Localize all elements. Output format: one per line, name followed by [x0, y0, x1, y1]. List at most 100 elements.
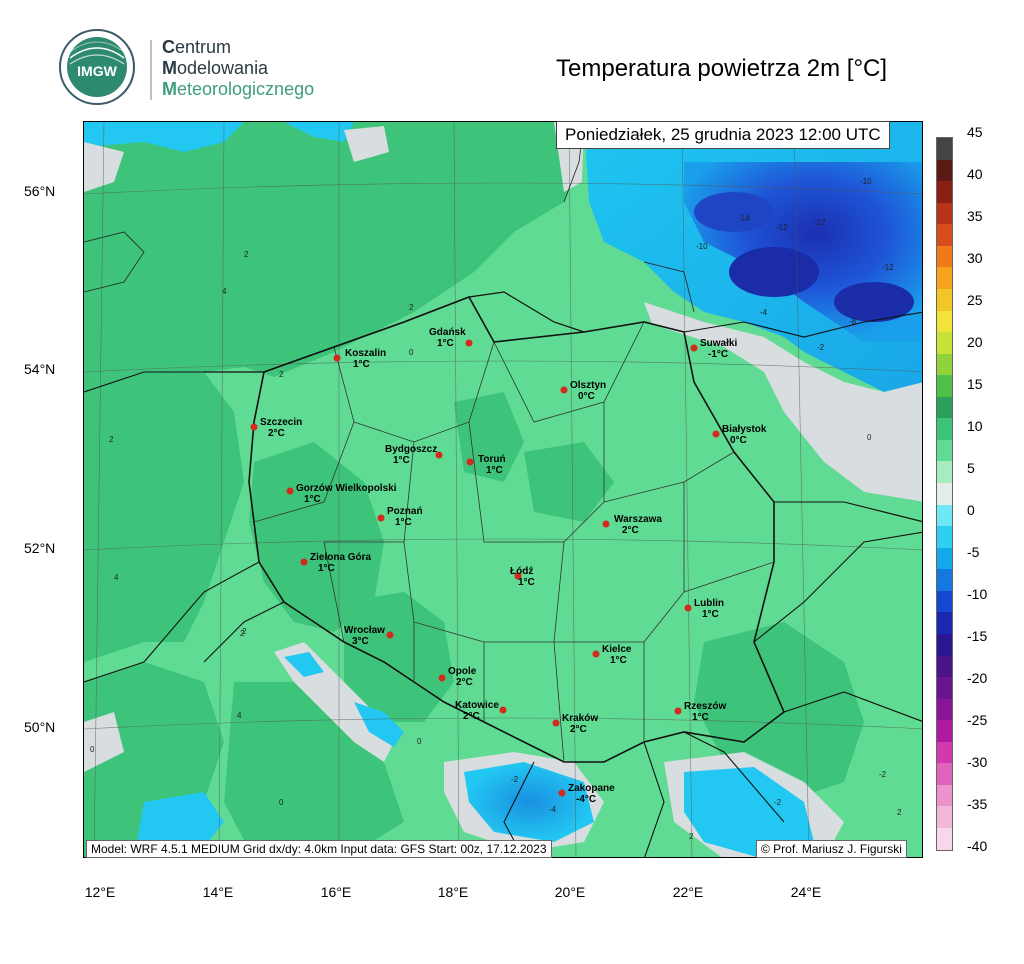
sea-cold-patch-2 [284, 122, 354, 142]
city-marker [465, 339, 473, 347]
colorbar-band [937, 439, 952, 462]
svg-text:-4: -4 [549, 805, 557, 814]
forecast-date: Poniedziałek, 25 grudnia 2023 12:00 UTC [556, 121, 890, 149]
sudety-south-zone [224, 682, 404, 857]
svg-text:-2: -2 [879, 770, 887, 779]
city-marker [712, 430, 720, 438]
city-marker [466, 458, 474, 466]
svg-text:4: 4 [114, 573, 119, 582]
svg-text:-10: -10 [696, 242, 708, 251]
colorbar-band [937, 202, 952, 225]
logo-divider [150, 40, 152, 100]
coastline [204, 291, 585, 373]
west-zero-patch [84, 712, 124, 772]
colorbar-band [937, 677, 952, 699]
lon-label-18: 18°E [437, 884, 469, 900]
city-label: Bydgoszcz 1°C [385, 444, 437, 466]
city-temperature: 1°C [437, 338, 454, 349]
imgw-logo: IMGW Centrum Modelowania Meteorologiczne… [58, 28, 358, 108]
city-temperature: -4°C [576, 794, 597, 805]
svg-text:0: 0 [279, 798, 284, 807]
colorbar-tick-label: -35 [967, 796, 988, 812]
city-temperature: 1°C [318, 563, 335, 574]
city-name: Toruń [478, 454, 506, 465]
city-temperature: 1°C [393, 455, 410, 466]
city-name: Gdańsk [429, 327, 466, 338]
city-marker [592, 650, 600, 658]
logo-wordmark: Centrum Modelowania Meteorologicznego [162, 37, 314, 100]
colorbar-band [937, 763, 952, 785]
colorbar-band [937, 569, 952, 591]
lon-label-24: 24°E [790, 884, 822, 900]
colorbar-tick-label: 30 [967, 250, 983, 266]
colorbar-band [937, 806, 952, 828]
city-temperature: 3°C [352, 636, 369, 647]
colorbar-tick-label: 10 [967, 418, 983, 434]
model-info: Model: WRF 4.5.1 MEDIUM Grid dx/dy: 4.0k… [86, 840, 552, 858]
city-name: Rzeszów [684, 701, 727, 712]
colorbar-band [937, 245, 952, 268]
logo-line-2: odelowania [177, 58, 269, 78]
city-label: Zakopane -4°C [568, 783, 615, 805]
city-marker [250, 423, 258, 431]
logo-initial-m: M [162, 58, 177, 78]
temperature-colorbar [936, 137, 953, 851]
svg-text:0: 0 [417, 737, 422, 746]
city-marker [602, 520, 610, 528]
isoline-labels: 2 4 2 0 2 -10 -14 -12 -12 -12 -10 -8 -4 … [90, 177, 902, 841]
svg-text:-14: -14 [738, 214, 750, 223]
colorbar-band [937, 698, 952, 721]
logo-badge-text: IMGW [77, 63, 117, 79]
svg-text:2: 2 [409, 303, 414, 312]
city-marker [377, 514, 385, 522]
svg-text:0: 0 [409, 348, 414, 357]
colorbar-band [937, 375, 952, 397]
city-label: Opole 2°C [448, 666, 476, 688]
city-temperature: 2°C [463, 711, 480, 722]
colorbar-band [937, 418, 952, 440]
copyright-credit: © Prof. Mariusz J. Figurski [756, 840, 907, 858]
city-marker [438, 674, 446, 682]
city-label: Katowice 2°C [455, 700, 499, 722]
city-name: Koszalin [345, 348, 387, 359]
city-name: Bydgoszcz [385, 444, 438, 455]
colorbar-tick-label: -25 [967, 712, 988, 728]
baltic-sea [84, 122, 584, 382]
svg-text:2: 2 [244, 250, 249, 259]
colorbar-band [937, 526, 952, 548]
city-name: Gorzów Wielkopolski [296, 483, 397, 494]
city-label: Olsztyn 0°C [570, 380, 606, 402]
svg-text:2: 2 [689, 832, 694, 841]
city-temperature: 2°C [570, 724, 587, 735]
city-marker [286, 487, 294, 495]
svg-text:-12: -12 [882, 263, 894, 272]
colorbar-band [937, 590, 952, 613]
lat-label-52: 52°N [24, 540, 56, 556]
lon-label-12: 12°E [84, 884, 116, 900]
lon-label-20: 20°E [554, 884, 586, 900]
city-marker [514, 572, 522, 580]
city-name: Zakopane [568, 783, 615, 794]
city-temperature: 2°C [456, 677, 473, 688]
colorbar-band [937, 612, 952, 634]
northeast-mild-band [644, 322, 922, 522]
city-name: Warszawa [614, 514, 662, 525]
svg-text:2: 2 [279, 370, 284, 379]
colorbar-tick-label: -10 [967, 586, 988, 602]
zero-band-west [84, 142, 124, 192]
colorbar-band [937, 655, 952, 678]
colorbar-band [937, 504, 952, 527]
svg-text:-12: -12 [776, 223, 788, 232]
colorbar-tick-label: 15 [967, 376, 983, 392]
logo-initial-m2: M [162, 79, 177, 99]
lat-label-50: 50°N [24, 719, 56, 735]
lon-label-14: 14°E [202, 884, 234, 900]
temperature-map: 2 4 2 0 2 -10 -14 -12 -12 -12 -10 -8 -4 … [83, 121, 923, 858]
colorbar-band [937, 784, 952, 807]
city-label: Toruń 1°C [478, 454, 506, 476]
city-label: Suwałki -1°C [700, 338, 737, 360]
colorbar-band [937, 547, 952, 570]
svg-text:2: 2 [242, 627, 247, 636]
city-name: Olsztyn [570, 380, 607, 391]
svg-text:-10: -10 [860, 177, 872, 186]
